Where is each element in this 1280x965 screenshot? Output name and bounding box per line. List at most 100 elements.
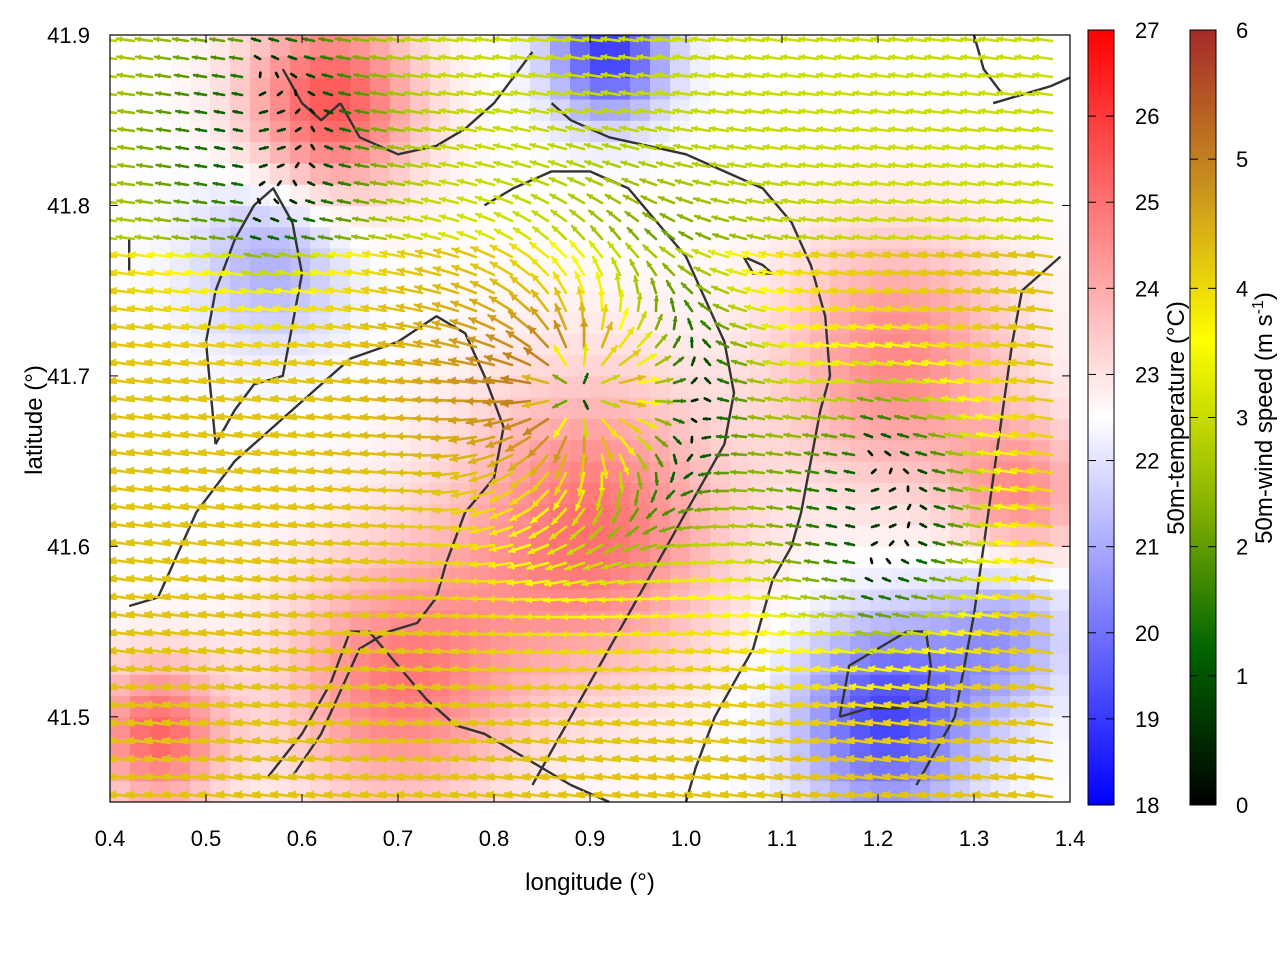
heatmap-cell (450, 78, 471, 100)
heatmap-cell (1050, 376, 1071, 398)
heatmap-cell (990, 205, 1011, 227)
heatmap-cell (910, 589, 931, 611)
temp-cb-tick-label: 18 (1135, 793, 1159, 818)
heatmap-cell (110, 546, 131, 568)
heatmap-cell (450, 781, 471, 803)
heatmap-cell (150, 546, 171, 568)
heatmap-cell (1050, 291, 1071, 313)
heatmap-cell (330, 482, 351, 504)
heatmap-cell (990, 142, 1011, 164)
heatmap-cell (470, 568, 491, 590)
heatmap-cell (850, 312, 871, 334)
heatmap-cell (130, 78, 151, 100)
temp-cb-tick-label: 25 (1135, 190, 1159, 215)
heatmap-cell (870, 589, 891, 611)
heatmap-cell (970, 717, 991, 739)
temp-cb-tick-label: 21 (1135, 535, 1159, 560)
wind-cb-tick-label: 4 (1236, 276, 1248, 301)
heatmap-cell (750, 717, 771, 739)
heatmap-cell (570, 610, 591, 632)
heatmap-cell (730, 355, 751, 377)
heatmap-cell (510, 568, 531, 590)
heatmap-cell (870, 312, 891, 334)
heatmap-cell (130, 142, 151, 164)
heatmap-cell (270, 717, 291, 739)
heatmap-cell (870, 440, 891, 462)
x-tick-label: 1.1 (767, 826, 798, 851)
heatmap-cell (810, 78, 831, 100)
heatmap-cell (430, 504, 451, 526)
heatmap-cell (370, 781, 391, 803)
heatmap-cell (930, 546, 951, 568)
heatmap-cell (630, 717, 651, 739)
heatmap-cell (1030, 205, 1051, 227)
heatmap-cell (290, 546, 311, 568)
heatmap-cell (990, 312, 1011, 334)
heatmap-cell (750, 312, 771, 334)
heatmap-cell (890, 205, 911, 227)
heatmap-cell (670, 78, 691, 100)
heatmap-cell (190, 142, 211, 164)
heatmap-cell (990, 717, 1011, 739)
x-tick-label: 0.7 (383, 826, 414, 851)
heatmap-cell (970, 142, 991, 164)
heatmap-cell (650, 781, 671, 803)
heatmap-cell (690, 78, 711, 100)
heatmap-cell (750, 781, 771, 803)
heatmap-cell (570, 78, 591, 100)
heatmap-cell (170, 142, 191, 164)
heatmap-cell (1030, 142, 1051, 164)
heatmap-cell (130, 248, 151, 270)
heatmap-cell (1050, 504, 1071, 526)
heatmap-cell (910, 142, 931, 164)
heatmap-cell (690, 312, 711, 334)
heatmap-cell (370, 546, 391, 568)
heatmap-cell (550, 461, 571, 483)
heatmap-cell (870, 482, 891, 504)
heatmap-cell (970, 248, 991, 270)
heatmap-cell (370, 78, 391, 100)
heatmap-cell (810, 482, 831, 504)
heatmap-cell (930, 248, 951, 270)
heatmap-cell (970, 482, 991, 504)
heatmap-cell (830, 589, 851, 611)
heatmap-cell (890, 312, 911, 334)
heatmap-cell (370, 205, 391, 227)
heatmap-cell (1050, 568, 1071, 590)
heatmap-cell (970, 205, 991, 227)
heatmap-cell (310, 248, 331, 270)
heatmap-cell (290, 120, 311, 142)
heatmap-cell (630, 781, 651, 803)
heatmap-cell (750, 546, 771, 568)
heatmap-cell (190, 546, 211, 568)
heatmap-cell (110, 781, 131, 803)
heatmap-cell (250, 248, 271, 270)
heatmap-cell (910, 653, 931, 675)
heatmap-cell (930, 589, 951, 611)
heatmap-cell (670, 312, 691, 334)
heatmap-cell (870, 248, 891, 270)
heatmap-cell (190, 248, 211, 270)
heatmap-cell (390, 781, 411, 803)
heatmap-cell (930, 78, 951, 100)
heatmap-cell (830, 482, 851, 504)
heatmap-cell (770, 78, 791, 100)
heatmap-cell (830, 546, 851, 568)
heatmap-cell (950, 142, 971, 164)
heatmap-cell (910, 482, 931, 504)
heatmap-cell (990, 440, 1011, 462)
heatmap-cell (210, 781, 231, 803)
heatmap-cell (430, 610, 451, 632)
heatmap-cell (250, 142, 271, 164)
heatmap-cell (810, 781, 831, 803)
heatmap-cell (1050, 312, 1071, 334)
heatmap-cell (230, 312, 251, 334)
heatmap-cell (590, 376, 611, 398)
heatmap-cell (250, 99, 271, 121)
heatmap-cell (270, 99, 291, 121)
heatmap-cell (390, 482, 411, 504)
heatmap-cell (770, 142, 791, 164)
y-tick-label: 41.5 (47, 705, 90, 730)
heatmap-cell (330, 142, 351, 164)
